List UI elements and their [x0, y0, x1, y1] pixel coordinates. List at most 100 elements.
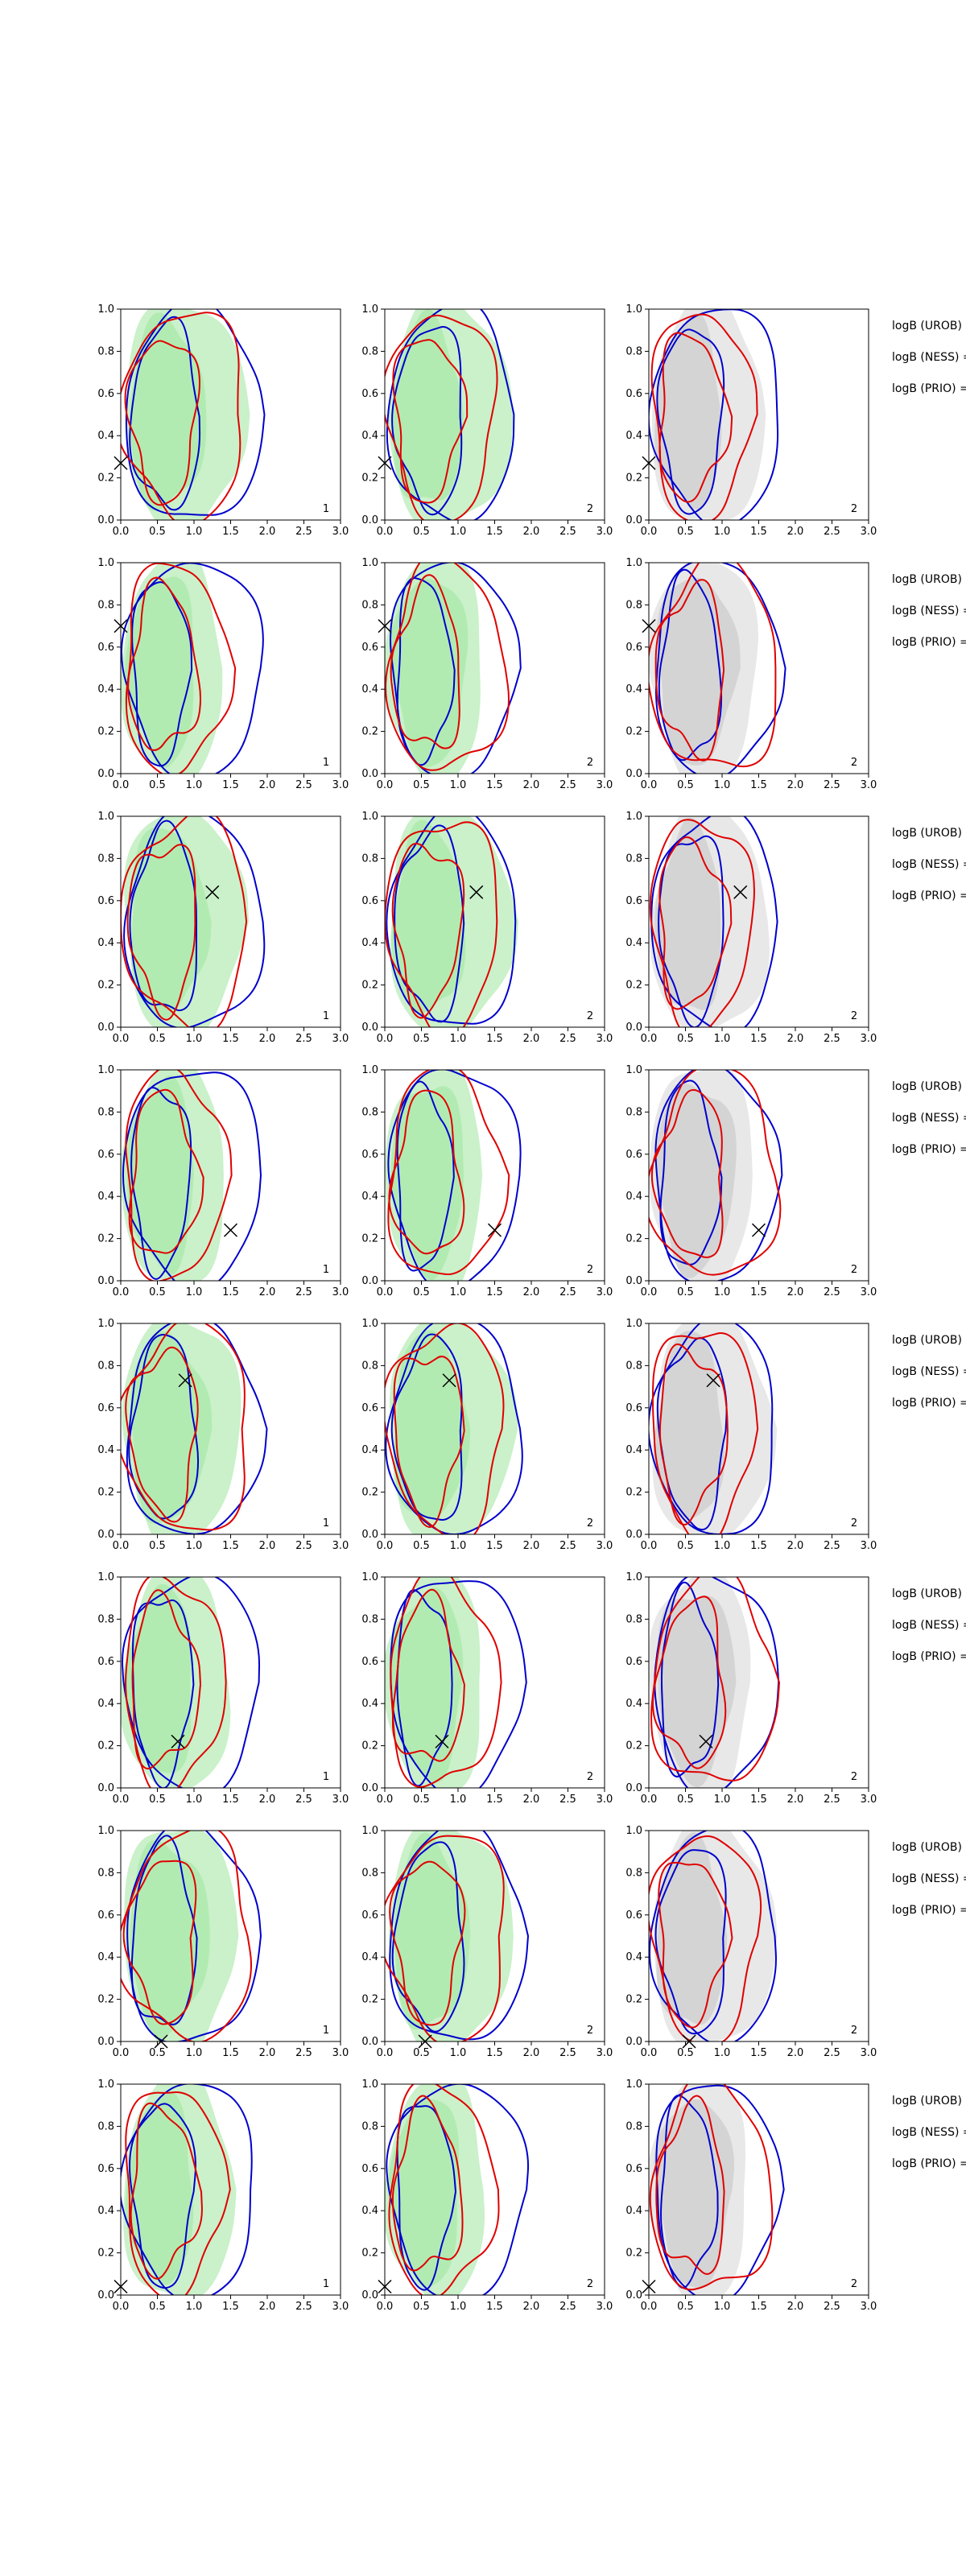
- x-tick-label: 2.0: [259, 2047, 276, 2059]
- x-tick-label: 2.5: [559, 1540, 576, 1552]
- x-tick-label: 3.0: [597, 2047, 613, 2059]
- y-tick-label: 0.6: [625, 2163, 642, 2175]
- y-tick-label: 0.2: [361, 1487, 378, 1499]
- logB-label: logB (PRIO) =: [892, 382, 966, 395]
- x-tick-label: 3.0: [332, 1540, 349, 1552]
- y-tick-label: 1.0: [361, 1825, 378, 1837]
- filled-region-inner: [124, 1583, 192, 1773]
- x-tick-label: 1.0: [186, 526, 203, 538]
- x-tick-label: 2.5: [295, 2301, 312, 2313]
- y-tick-label: 0.6: [625, 642, 642, 654]
- panel-corner-label: 1: [323, 503, 329, 515]
- panel-r1-c3: 0.0 0.5 1.0 1.5 2.0 2.5 3.0 0.0 0.2 0.4 0.6 0.8 1.0 2: [625, 303, 877, 538]
- x-tick-label: 1.0: [186, 779, 203, 791]
- x-tick-label: 2.0: [787, 1033, 804, 1045]
- panel-r7-c1: 0.0 0.5 1.0 1.5 2.0 2.5 3.0 0.0 0.2 0.4 0.6 0.8 1.0 1: [97, 1825, 349, 2059]
- x-tick-label: 1.0: [450, 2301, 467, 2313]
- x-tick-label: 0.0: [641, 526, 658, 538]
- blue-contour-inner: [396, 1080, 455, 1272]
- x-tick-label: 2.5: [295, 1540, 312, 1552]
- panel-r4-c3: 0.0 0.5 1.0 1.5 2.0 2.5 3.0 0.0 0.2 0.4 0.6 0.8 1.0 2: [625, 1064, 877, 1298]
- x-tick-label: 2.5: [824, 1286, 840, 1298]
- y-tick-label: 0.4: [625, 430, 642, 442]
- y-tick-label: 1.0: [97, 1825, 114, 1837]
- x-tick-label: 1.5: [486, 1540, 503, 1552]
- x-tick-label: 3.0: [332, 779, 349, 791]
- x-tick-label: 0.5: [677, 2301, 694, 2313]
- y-tick-label: 0.4: [625, 2205, 642, 2217]
- x-tick-label: 1.5: [486, 1033, 503, 1045]
- y-tick-label: 0.8: [625, 2120, 642, 2132]
- y-tick-label: 0.6: [361, 895, 378, 907]
- logB-label: logB (PRIO) =: [892, 890, 966, 902]
- filled-region-outer: [652, 1323, 778, 1534]
- x-tick-label: 3.0: [332, 1794, 349, 1806]
- logB-label: logB (UROB) =: [892, 1080, 966, 1093]
- y-tick-label: 0.2: [97, 2248, 114, 2260]
- panel-r3-c2: 0.0 0.5 1.0 1.5 2.0 2.5 3.0 0.0 0.2 0.4 0.6 0.8 1.0 2: [361, 811, 613, 1045]
- blue-contour-outer: [387, 1070, 522, 1281]
- x-tick-label: 1.0: [450, 1540, 467, 1552]
- x-tick-label: 0.0: [641, 2301, 658, 2313]
- blue-contour-inner: [390, 1333, 463, 1521]
- filled-region-inner: [654, 2099, 735, 2288]
- logB-label: logB (PRIO) =: [892, 1397, 966, 1410]
- panel-r1-c2: 0.0 0.5 1.0 1.5 2.0 2.5 3.0 0.0 0.2 0.4 0.6 0.8 1.0 2: [361, 303, 613, 538]
- y-tick-label: 0.8: [97, 599, 114, 611]
- y-tick-label: 0.0: [361, 1275, 378, 1287]
- panel-r2-c3: 0.0 0.5 1.0 1.5 2.0 2.5 3.0 0.0 0.2 0.4 0.6 0.8 1.0 2: [625, 557, 877, 791]
- blue-contour-inner: [130, 1835, 198, 2025]
- x-tick-label: 0.0: [113, 526, 130, 538]
- y-tick-label: 0.0: [97, 1782, 114, 1794]
- blue-contour-outer: [649, 309, 779, 520]
- truth-marker: [171, 1734, 185, 1748]
- y-tick-label: 1.0: [361, 811, 378, 823]
- y-tick-label: 0.0: [97, 1529, 114, 1541]
- y-tick-label: 0.8: [625, 345, 642, 357]
- y-tick-label: 0.6: [361, 1909, 378, 1922]
- x-tick-label: 1.5: [750, 2047, 767, 2059]
- red-contour-outer: [385, 1835, 505, 2041]
- x-tick-label: 0.0: [113, 2301, 130, 2313]
- y-tick-label: 0.4: [97, 430, 114, 442]
- x-tick-label: 3.0: [597, 1033, 613, 1045]
- red-contour-inner: [388, 1089, 465, 1255]
- x-tick-label: 2.0: [259, 1794, 276, 1806]
- x-tick-label: 1.5: [222, 1286, 239, 1298]
- x-tick-label: 2.5: [559, 1033, 576, 1045]
- x-tick-label: 1.5: [222, 1794, 239, 1806]
- x-tick-label: 2.5: [824, 2301, 840, 2313]
- x-tick-label: 0.0: [113, 779, 130, 791]
- x-tick-label: 0.5: [149, 779, 166, 791]
- y-tick-label: 0.6: [361, 642, 378, 654]
- panel-r6-c1: 0.0 0.5 1.0 1.5 2.0 2.5 3.0 0.0 0.2 0.4 0.6 0.8 1.0 1: [97, 1571, 349, 1806]
- y-tick-label: 0.0: [97, 1022, 114, 1034]
- panel-corner-label: 1: [323, 1010, 329, 1022]
- y-tick-label: 0.6: [97, 642, 114, 654]
- x-tick-label: 0.5: [149, 1286, 166, 1298]
- x-tick-label: 1.0: [186, 2047, 203, 2059]
- y-tick-label: 0.0: [97, 2036, 114, 2048]
- logB-label: logB (UROB) =: [892, 573, 966, 586]
- blue-contour-inner: [659, 1080, 723, 1265]
- y-tick-label: 0.0: [97, 768, 114, 780]
- blue-contour-outer: [122, 1577, 261, 1788]
- x-tick-label: 2.0: [787, 526, 804, 538]
- y-tick-label: 0.2: [625, 1994, 642, 2006]
- y-tick-label: 0.4: [361, 1698, 378, 1710]
- x-tick-label: 2.5: [295, 779, 312, 791]
- x-tick-label: 0.5: [149, 2301, 166, 2313]
- x-tick-label: 0.0: [377, 526, 394, 538]
- filled-region-inner: [391, 819, 466, 1014]
- y-tick-label: 0.0: [361, 768, 378, 780]
- x-tick-label: 2.0: [523, 526, 540, 538]
- truth-marker: [223, 1223, 238, 1237]
- filled-region-outer: [650, 816, 770, 1027]
- logB-label: logB (UROB) =: [892, 1841, 966, 1854]
- blue-contour-outer: [126, 1831, 262, 2041]
- x-tick-label: 1.0: [186, 1794, 203, 1806]
- y-tick-label: 0.4: [625, 1951, 642, 1963]
- y-tick-label: 0.8: [361, 1867, 378, 1879]
- y-tick-label: 0.0: [361, 1022, 378, 1034]
- y-tick-label: 0.8: [625, 1613, 642, 1625]
